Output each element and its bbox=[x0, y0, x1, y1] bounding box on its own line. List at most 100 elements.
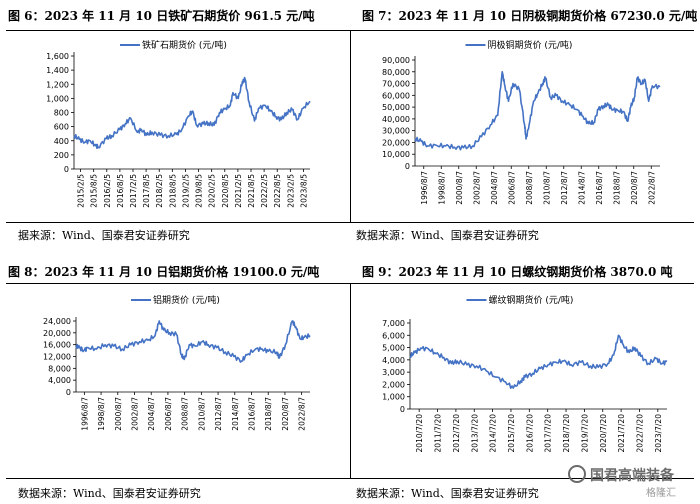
x-tick-label: 1998/8/7 bbox=[437, 171, 446, 205]
y-tick-label: 200 bbox=[54, 151, 69, 160]
x-tick-label: 2012/8/7 bbox=[214, 397, 223, 431]
x-tick-label: 2000/8/7 bbox=[455, 171, 464, 205]
x-tick-label: 2021/7/20 bbox=[617, 414, 626, 453]
legend-label: 铝期货价 (元/吨) bbox=[153, 294, 220, 306]
watermark-text: 国君高端装备 bbox=[590, 468, 674, 484]
y-tick-label: 20,000 bbox=[382, 138, 410, 147]
x-tick-label: 2014/8/7 bbox=[577, 171, 586, 205]
iron-ore-chart: 铁矿石期货价 (元/吨) 0 200 400 600 800 1,000 1,200 1,400… bbox=[46, 39, 311, 208]
legend-label: 阴极铜期货价 (元/吨) bbox=[488, 39, 573, 51]
y-tick-label: 2,000 bbox=[382, 380, 405, 389]
y-tick-label: 4,000 bbox=[48, 376, 71, 385]
y-tick-label: 4,000 bbox=[382, 356, 405, 365]
x-tick-label: 2017/8/5 bbox=[142, 174, 151, 208]
y-tick-label: 12,000 bbox=[43, 353, 71, 362]
y-tick-label: 0 bbox=[400, 405, 405, 414]
y-tick-label: 1,000 bbox=[46, 94, 69, 103]
y-tick-label: 80,000 bbox=[382, 68, 410, 77]
y-tick-label: 1,600 bbox=[46, 52, 69, 61]
chart-source: 数据来源：Wind、国泰君安证券研究 bbox=[356, 229, 539, 242]
x-tick-label: 2023/2/5 bbox=[286, 174, 295, 208]
x-tick-label: 2006/8/7 bbox=[164, 397, 173, 431]
chart-title: 图 9：2023 年 11 月 10 日螺纹钢期货价格 3870.0 吨 bbox=[362, 265, 673, 279]
x-tick-label: 2022/2/5 bbox=[260, 174, 269, 208]
x-tick-label: 2012/8/7 bbox=[560, 171, 569, 205]
x-tick-label: 2016/2/5 bbox=[103, 174, 112, 208]
y-tick-label: 7,000 bbox=[382, 319, 405, 328]
column-divider-top bbox=[350, 30, 351, 222]
series-line bbox=[414, 71, 661, 151]
x-tick-label: 2022/8/7 bbox=[298, 397, 307, 431]
x-tick-label: 2008/8/7 bbox=[181, 397, 190, 431]
y-tick-label: 16,000 bbox=[43, 341, 71, 350]
x-tick-label: 2017/7/20 bbox=[544, 414, 553, 453]
y-tick-label: 3,000 bbox=[382, 368, 405, 377]
chart-source: 数据来源：Wind、国泰君安证券研究 bbox=[356, 487, 539, 500]
x-tick-label: 2015/8/5 bbox=[90, 174, 99, 208]
x-tick-label: 2020/8/7 bbox=[281, 397, 290, 431]
x-tick-label: 2004/8/7 bbox=[490, 171, 499, 205]
series-line bbox=[73, 76, 311, 149]
legend-label: 铁矿石期货价 (元/吨) bbox=[142, 39, 227, 51]
y-tick-label: 1,000 bbox=[382, 393, 405, 402]
x-tick-label: 2020/8/7 bbox=[630, 171, 639, 205]
x-tick-label: 2002/8/7 bbox=[472, 171, 481, 205]
y-tick-label: 6,000 bbox=[382, 331, 405, 340]
x-tick-label: 2018/7/20 bbox=[562, 414, 571, 453]
y-tick-label: 800 bbox=[54, 109, 69, 118]
rebar-chart: 螺纹钢期货价 (元/吨) 0 1,000 2,000 3,000 4,000 5,000 6,… bbox=[382, 294, 668, 453]
x-tick-label: 2014/8/7 bbox=[231, 397, 240, 431]
y-tick-label: 0 bbox=[64, 165, 69, 174]
legend-label: 螺纹钢期货价 (元/吨) bbox=[489, 294, 574, 306]
y-tick-label: 40,000 bbox=[382, 115, 410, 124]
x-tick-label: 2004/8/7 bbox=[147, 397, 156, 431]
x-tick-label: 2012/7/20 bbox=[452, 414, 461, 453]
series-line bbox=[75, 320, 311, 363]
x-tick-label: 2020/2/5 bbox=[208, 174, 217, 208]
x-tick-label: 2016/7/20 bbox=[525, 414, 534, 453]
y-tick-label: 10,000 bbox=[382, 150, 410, 159]
chart-title: 图 7：2023 年 11 月 10 日阴极铜期货价格 67230.0 元/吨 bbox=[362, 9, 698, 23]
x-tick-label: 2016/8/7 bbox=[595, 171, 604, 205]
chart-title: 图 6：2023 年 11 月 10 日铁矿石期货价 961.5 元/吨 bbox=[8, 9, 315, 23]
y-tick-label: 50,000 bbox=[382, 103, 410, 112]
x-tick-label: 2019/8/5 bbox=[195, 174, 204, 208]
x-tick-label: 1996/8/7 bbox=[420, 171, 429, 205]
y-tick-label: 1,400 bbox=[46, 66, 69, 75]
x-tick-label: 2008/8/7 bbox=[525, 171, 534, 205]
copper-chart: 阴极铜期货价 (元/吨) 0 10,000 20,000 30,000 40,000 50,… bbox=[382, 39, 661, 205]
x-tick-label: 2016/8/5 bbox=[116, 174, 125, 208]
x-tick-label: 1998/8/7 bbox=[97, 397, 106, 431]
x-tick-label: 2011/7/20 bbox=[434, 414, 443, 453]
y-tick-label: 5,000 bbox=[382, 344, 405, 353]
x-tick-label: 2018/8/5 bbox=[168, 174, 177, 208]
x-tick-label: 2018/8/7 bbox=[264, 397, 273, 431]
x-tick-label: 2016/8/7 bbox=[248, 397, 257, 431]
x-tick-label: 2023/7/20 bbox=[654, 414, 663, 453]
x-tick-label: 2021/8/5 bbox=[247, 174, 256, 208]
x-tick-label: 1996/8/7 bbox=[80, 397, 89, 431]
x-tick-label: 2020/7/20 bbox=[599, 414, 608, 453]
y-tick-label: 1,200 bbox=[46, 80, 69, 89]
y-tick-label: 24,000 bbox=[43, 317, 71, 326]
x-tick-label: 2015/2/5 bbox=[77, 174, 86, 208]
x-tick-label: 2013/7/20 bbox=[470, 414, 479, 453]
y-tick-label: 0 bbox=[66, 388, 71, 397]
x-tick-label: 2021/2/5 bbox=[234, 174, 243, 208]
x-tick-label: 2022/8/5 bbox=[273, 174, 282, 208]
y-tick-label: 60,000 bbox=[382, 91, 410, 100]
x-tick-label: 2006/8/7 bbox=[507, 171, 516, 205]
x-tick-label: 2019/7/20 bbox=[580, 414, 589, 453]
bottom-rule bbox=[6, 478, 694, 479]
watermark-logo-icon bbox=[568, 465, 586, 483]
x-tick-label: 2015/7/20 bbox=[507, 414, 516, 453]
chart-title: 图 8：2023 年 11 月 10 日铝期货价格 19100.0 元/吨 bbox=[8, 265, 320, 279]
y-tick-label: 0 bbox=[405, 162, 410, 171]
y-tick-label: 20,000 bbox=[43, 329, 71, 338]
x-tick-label: 2023/8/5 bbox=[299, 174, 308, 208]
x-tick-label: 2002/8/7 bbox=[131, 397, 140, 431]
x-tick-label: 2018/2/5 bbox=[155, 174, 164, 208]
chart-source: 据来源：Wind、国泰君安证券研究 bbox=[18, 229, 190, 242]
x-tick-label: 2018/8/7 bbox=[612, 171, 621, 205]
aluminum-chart: 铝期货价 (元/吨) 0 4,000 8,000 12,000 16,000 20,000 2… bbox=[43, 294, 311, 431]
